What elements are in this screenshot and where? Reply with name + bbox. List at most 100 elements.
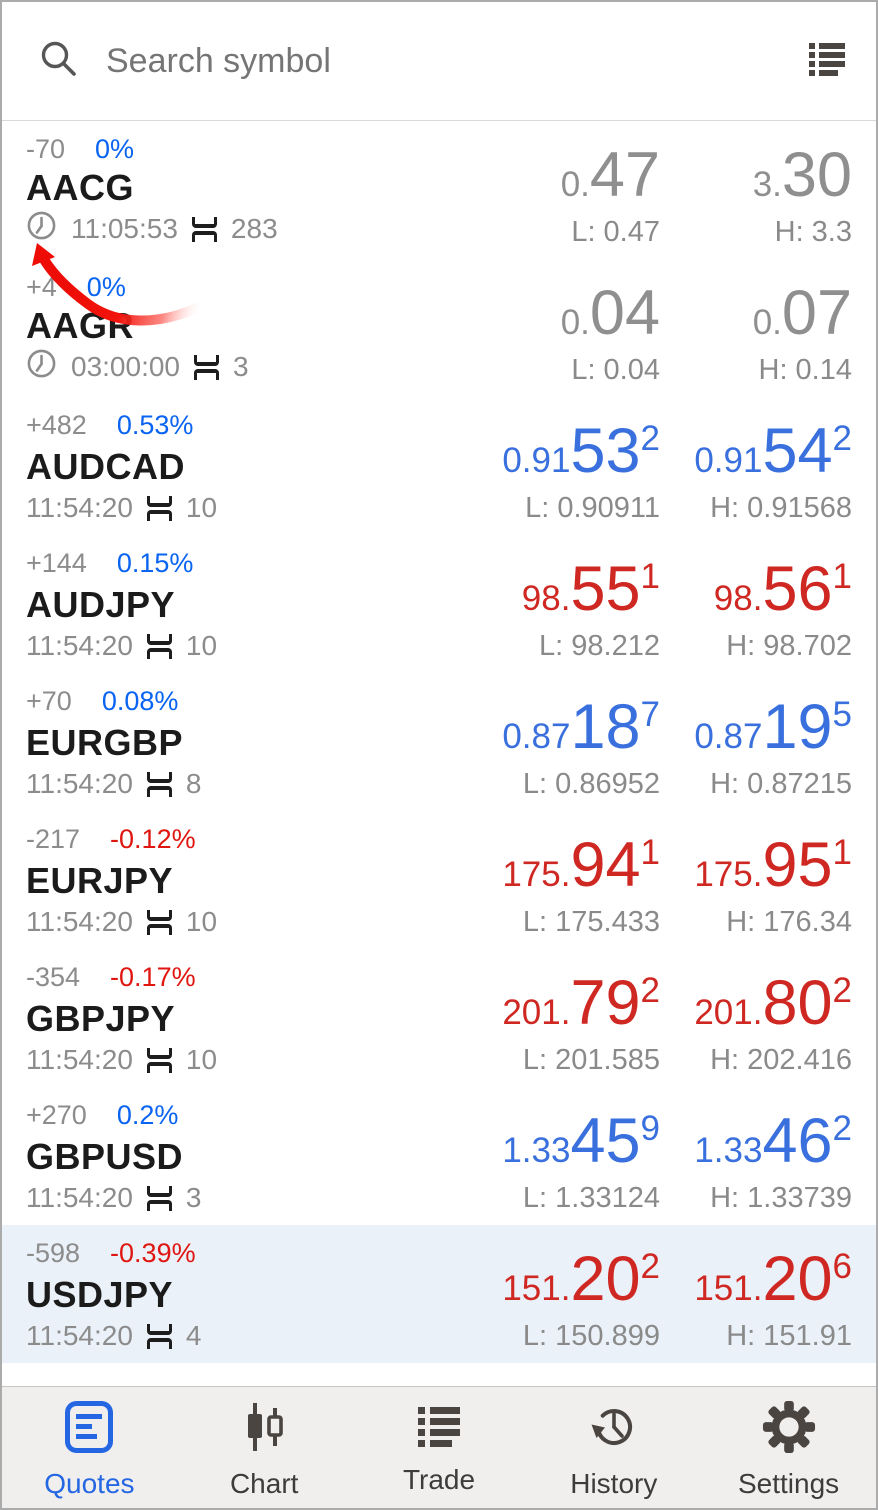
quotes-list: -70 0% AACG 11:05:53 [2,121,876,1363]
quote-row-prices: 0.87187 L: 0.86952 0.87195 H: 0.87215 [468,673,852,811]
spread-value: 10 [185,492,218,523]
info-line: 11:54:20 10 [26,630,468,662]
quote-row[interactable]: -354 -0.17% GBPJPY 11:54:20 10 201.792 L… [2,949,876,1087]
nav-label-settings: Settings [738,1467,840,1499]
spread-value: 10 [185,906,218,937]
change-line: +4 0% [26,272,468,303]
symbol-name: EURJPY [26,859,174,901]
change-line: -217 -0.12% [26,824,468,855]
change-points: -598 [26,1238,81,1268]
trade-list-icon [413,1404,465,1455]
change-percent: -0.39% [110,1238,196,1268]
low-value: L: 201.585 [522,1044,660,1076]
spread-icon [146,1185,172,1211]
nav-item-quotes[interactable]: Quotes [2,1387,177,1508]
history-clock-icon [586,1400,642,1459]
last-tick-time: 11:54:20 [26,630,133,661]
quote-row-prices: 98.551 L: 98.212 98.561 H: 98.702 [468,535,852,673]
symbol-name: AAGR [26,304,134,346]
last-tick-time: 11:54:20 [26,1320,133,1351]
info-line: 03:00:00 3 [26,348,468,386]
ask-column: 175.951 H: 176.34 [660,811,852,949]
nav-item-trade[interactable]: Trade [352,1387,527,1508]
last-tick-time: 11:54:20 [26,1182,133,1213]
ask-price: 3.30 [752,140,852,210]
high-value: H: 3.3 [774,216,852,248]
chart-candles-icon [238,1400,290,1459]
last-tick-time: 11:54:20 [26,768,133,799]
low-value: L: 1.33124 [522,1182,660,1214]
spread-value: 3 [233,351,249,382]
info-line: 11:54:20 3 [26,1182,468,1214]
ask-price: 151.206 [694,1244,852,1314]
high-value: H: 151.91 [726,1320,852,1352]
nav-item-chart[interactable]: Chart [177,1387,352,1508]
quote-row-left: +4 0% AAGR 03:00:00 [26,259,468,397]
spread-value: 283 [230,213,278,244]
last-tick-time: 11:54:20 [26,906,133,937]
ask-column: 1.33462 H: 1.33739 [660,1087,852,1225]
info-line: 11:54:20 8 [26,768,468,800]
info-line: 11:54:20 10 [26,492,468,524]
spread-value: 3 [185,1182,202,1213]
quote-row[interactable]: -70 0% AACG 11:05:53 [2,121,876,259]
bid-price: 151.202 [502,1244,660,1314]
ask-column: 98.561 H: 98.702 [660,535,852,673]
high-value: H: 0.91568 [710,492,852,524]
bid-price: 0.47 [560,140,660,210]
nav-item-history[interactable]: History [526,1387,701,1508]
nav-item-settings[interactable]: Settings [701,1387,876,1508]
low-value: L: 150.899 [522,1320,660,1352]
quote-row[interactable]: -217 -0.12% EURJPY 11:54:20 10 175.941 L… [2,811,876,949]
spread-icon [146,771,172,797]
quote-row[interactable]: +4 0% AAGR 03:00:00 [2,259,876,397]
last-tick-time: 11:54:20 [26,492,133,523]
low-value: L: 0.47 [571,216,660,248]
change-line: -598 -0.39% [26,1238,468,1269]
ask-price: 0.87195 [694,692,852,762]
spread-value: 4 [185,1320,202,1351]
ask-price: 201.802 [694,968,852,1038]
quote-row-prices: 151.202 L: 150.899 151.206 H: 151.91 [468,1225,852,1363]
spread-icon [146,495,172,521]
ask-price: 1.33462 [694,1106,852,1176]
ask-column: 151.206 H: 151.91 [660,1225,852,1363]
ask-column: 201.802 H: 202.416 [660,949,852,1087]
spread-icon [146,909,172,935]
nav-label-quotes: Quotes [44,1467,135,1499]
symbol-list-icon[interactable] [806,39,846,84]
spread-value: 10 [185,630,218,661]
bid-price: 0.87187 [502,692,660,762]
low-value: L: 0.90911 [525,492,660,524]
symbol-name: USDJPY [26,1273,174,1315]
quote-row-left: +144 0.15% AUDJPY 11:54:20 10 [26,535,468,673]
spread-value: 8 [185,768,202,799]
bid-price: 0.91532 [502,416,660,486]
change-percent: -0.17% [110,962,196,992]
ask-column: 0.91542 H: 0.91568 [660,397,852,535]
quote-row[interactable]: -598 -0.39% USDJPY 11:54:20 4 151.202 L:… [2,1225,876,1363]
quote-row[interactable]: +482 0.53% AUDCAD 11:54:20 10 0.91532 L:… [2,397,876,535]
bid-column: 201.792 L: 201.585 [468,949,660,1087]
change-line: +144 0.15% [26,548,468,579]
bid-price: 0.04 [560,278,660,348]
change-line: +270 0.2% [26,1100,468,1131]
symbol-name: AUDCAD [26,445,185,487]
last-tick-time: 11:54:20 [26,1044,133,1075]
ask-price: 175.951 [694,830,852,900]
ask-column: 3.30 H: 3.3 [660,121,852,259]
nav-label-chart: Chart [229,1467,299,1499]
change-percent: -0.12% [110,824,196,854]
quote-row[interactable]: +270 0.2% GBPUSD 11:54:20 3 1.33459 L: 1… [2,1087,876,1225]
change-points: +4 [26,272,57,302]
quote-row[interactable]: +144 0.15% AUDJPY 11:54:20 10 98.551 L: … [2,535,876,673]
change-points: -70 [26,134,66,164]
search-input[interactable] [106,41,806,81]
last-tick-time: 11:05:53 [71,213,178,244]
spread-icon [146,1323,172,1349]
spread-icon [146,633,172,659]
change-points: +482 [26,410,87,440]
quote-row[interactable]: +70 0.08% EURGBP 11:54:20 8 0.87187 L: 0… [2,673,876,811]
change-percent: 0.53% [116,410,194,440]
search-bar [2,2,876,121]
